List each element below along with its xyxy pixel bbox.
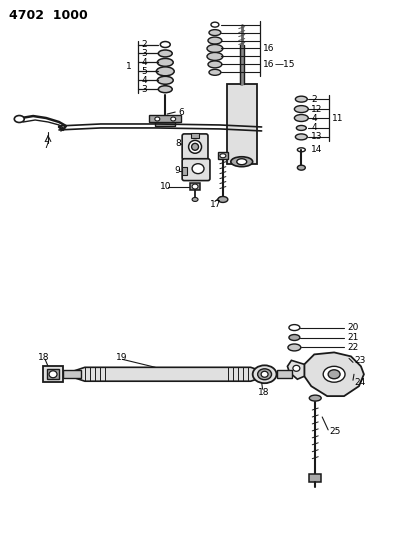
Bar xyxy=(309,474,321,481)
Text: 18: 18 xyxy=(258,387,269,397)
Ellipse shape xyxy=(209,30,221,36)
Ellipse shape xyxy=(323,366,345,382)
Ellipse shape xyxy=(171,117,176,121)
Text: 4: 4 xyxy=(311,114,317,123)
Ellipse shape xyxy=(208,61,222,68)
Text: 18: 18 xyxy=(38,353,49,362)
Ellipse shape xyxy=(294,106,308,112)
Bar xyxy=(155,122,175,126)
Ellipse shape xyxy=(253,365,276,383)
Bar xyxy=(47,369,59,379)
Ellipse shape xyxy=(297,165,305,170)
FancyBboxPatch shape xyxy=(182,134,208,160)
Text: 4: 4 xyxy=(311,124,317,132)
Ellipse shape xyxy=(155,117,160,121)
Bar xyxy=(227,84,256,164)
Text: 3: 3 xyxy=(142,49,147,58)
Text: 7: 7 xyxy=(43,141,49,150)
Ellipse shape xyxy=(288,344,301,351)
Polygon shape xyxy=(73,367,263,381)
Bar xyxy=(276,370,292,378)
Text: 10: 10 xyxy=(160,182,172,191)
Ellipse shape xyxy=(295,96,307,102)
Text: 4702  1000: 4702 1000 xyxy=(9,9,88,22)
Text: 20: 20 xyxy=(347,323,358,332)
Text: 17: 17 xyxy=(210,200,221,209)
Ellipse shape xyxy=(297,125,306,131)
Ellipse shape xyxy=(293,365,300,372)
Ellipse shape xyxy=(294,115,308,122)
Ellipse shape xyxy=(49,371,57,378)
Text: 9: 9 xyxy=(174,166,180,175)
Ellipse shape xyxy=(157,76,173,84)
Ellipse shape xyxy=(191,143,198,150)
Text: —15: —15 xyxy=(274,60,295,69)
Text: 19: 19 xyxy=(116,353,127,362)
Text: 2: 2 xyxy=(311,95,317,103)
Text: 13: 13 xyxy=(311,132,323,141)
Ellipse shape xyxy=(192,184,198,189)
Ellipse shape xyxy=(160,42,170,47)
Ellipse shape xyxy=(261,372,268,377)
Text: 14: 14 xyxy=(311,146,323,154)
Ellipse shape xyxy=(14,116,24,123)
Text: 2: 2 xyxy=(142,40,147,49)
Ellipse shape xyxy=(220,154,226,158)
Bar xyxy=(151,117,179,122)
Bar xyxy=(191,133,199,138)
Bar xyxy=(218,152,228,159)
Ellipse shape xyxy=(207,52,223,60)
Ellipse shape xyxy=(158,50,172,57)
Text: 12: 12 xyxy=(311,104,323,114)
Ellipse shape xyxy=(156,67,174,76)
Ellipse shape xyxy=(289,325,300,330)
Bar xyxy=(43,366,63,382)
Ellipse shape xyxy=(328,370,340,379)
Text: 16: 16 xyxy=(263,44,274,53)
FancyBboxPatch shape xyxy=(182,159,210,181)
Text: 11: 11 xyxy=(332,114,344,123)
Text: 22: 22 xyxy=(347,343,358,352)
Ellipse shape xyxy=(192,197,198,201)
Bar xyxy=(63,370,81,378)
Ellipse shape xyxy=(231,157,253,167)
Bar xyxy=(149,115,181,122)
Ellipse shape xyxy=(289,335,300,341)
Ellipse shape xyxy=(208,37,222,44)
Polygon shape xyxy=(304,352,364,396)
Polygon shape xyxy=(288,360,304,379)
Bar xyxy=(182,167,187,175)
Text: 24: 24 xyxy=(354,378,365,387)
Text: 25: 25 xyxy=(329,427,341,437)
Text: 3: 3 xyxy=(142,85,147,94)
Text: 4: 4 xyxy=(142,76,147,85)
Ellipse shape xyxy=(218,197,228,203)
Text: 4: 4 xyxy=(142,58,147,67)
Ellipse shape xyxy=(192,164,204,174)
Ellipse shape xyxy=(211,22,219,27)
Ellipse shape xyxy=(295,134,307,140)
Text: 8: 8 xyxy=(175,139,181,148)
Ellipse shape xyxy=(207,45,223,52)
Bar xyxy=(190,183,200,190)
Ellipse shape xyxy=(237,159,247,165)
Text: 21: 21 xyxy=(347,333,358,342)
Ellipse shape xyxy=(189,140,202,154)
Ellipse shape xyxy=(309,395,321,401)
Ellipse shape xyxy=(158,86,172,93)
Text: 16: 16 xyxy=(263,60,274,69)
Ellipse shape xyxy=(209,69,221,75)
Text: 5: 5 xyxy=(142,67,147,76)
Text: 23: 23 xyxy=(354,356,365,365)
Text: 1: 1 xyxy=(126,62,131,71)
Ellipse shape xyxy=(258,369,272,379)
Text: 6: 6 xyxy=(178,108,184,117)
Ellipse shape xyxy=(157,59,173,67)
Ellipse shape xyxy=(297,148,305,152)
